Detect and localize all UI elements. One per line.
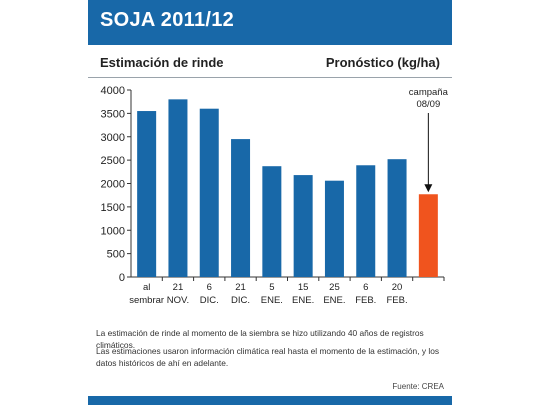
x-tick-label: 15 [298, 282, 309, 293]
x-tick-label: FEB. [355, 295, 376, 306]
y-tick-label: 4000 [101, 85, 125, 97]
header-title: SOJA 2011/12 [100, 9, 235, 31]
x-tick-label: ENE. [323, 295, 345, 306]
x-tick-label: DIC. [200, 295, 219, 306]
unit-label: Pronóstico (kg/ha) [325, 55, 440, 70]
bar [293, 175, 313, 277]
x-tick-label: 21 [173, 282, 184, 293]
y-tick-label: 1500 [101, 202, 125, 214]
y-tick-label: 3000 [101, 132, 125, 144]
footnote-2: Las estimaciones usaron información clim… [96, 346, 440, 368]
x-tick-label: al [143, 282, 150, 293]
x-tick-label: DIC. [231, 295, 250, 306]
annotation-arrow-head [424, 184, 433, 193]
bar [137, 111, 157, 277]
x-tick-label: 21 [235, 282, 246, 293]
footnote-1: La estimación de rinde al momento de la … [96, 328, 424, 350]
x-tick-label: ENE. [292, 295, 314, 306]
bar [199, 108, 219, 277]
y-tick-label: 2500 [101, 155, 125, 167]
y-tick-label: 500 [107, 249, 125, 261]
annotation-label: campaña [409, 87, 449, 98]
bar [231, 139, 251, 277]
bar [262, 166, 282, 277]
x-tick-label: 20 [392, 282, 403, 293]
bar-chart: 0 500 1000 1500 2000 2500 3000 3500 4000 al sembra… [101, 85, 449, 306]
bar [418, 194, 438, 277]
bar [168, 99, 188, 277]
footer-bar [88, 396, 452, 405]
annotation-label: 08/09 [416, 99, 440, 110]
chart-subtitle: Estimación de rinde [100, 55, 224, 70]
y-tick-label: 0 [119, 272, 125, 284]
header-bar: SOJA 2011/12 [88, 0, 452, 45]
y-tick-label: 2000 [101, 179, 125, 191]
source-credit: Fuente: CREA [392, 382, 444, 391]
bar [324, 180, 344, 277]
x-tick-label: 25 [329, 282, 340, 293]
x-tick-label: 6 [207, 282, 212, 293]
x-tick-label: ENE. [261, 295, 283, 306]
y-tick-label: 1000 [101, 225, 125, 237]
infographic-card: SOJA 2011/12 Estimación de rinde Pronóst… [88, 0, 452, 405]
x-tick-label: FEB. [386, 295, 407, 306]
x-tick-label: sembrar [129, 295, 164, 306]
x-tick-label: 5 [269, 282, 274, 293]
divider [88, 77, 452, 78]
bar [387, 159, 407, 277]
x-tick-label: 6 [363, 282, 368, 293]
x-tick-label: NOV. [167, 295, 189, 306]
y-tick-label: 3500 [101, 108, 125, 120]
bar [356, 165, 376, 277]
